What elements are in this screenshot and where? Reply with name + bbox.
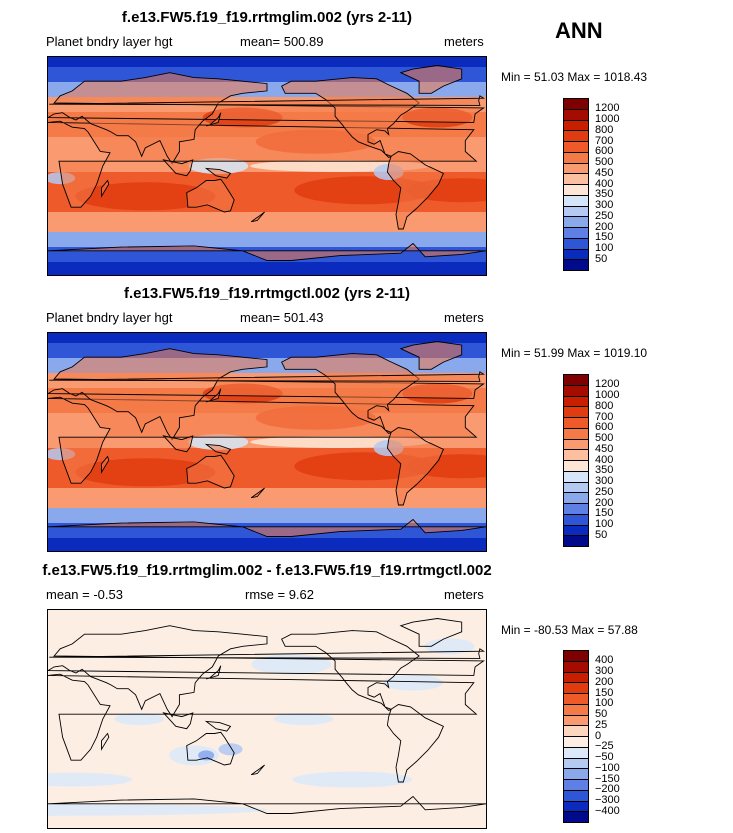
panel-2-map	[47, 332, 487, 552]
colorbar-tick-label: 350	[595, 188, 614, 201]
panel-1-mean-label: mean= 500.89	[240, 34, 324, 49]
panel-3-title: f.e13.FW5.f19_f19.rrtmglim.002 - f.e13.F…	[42, 562, 492, 579]
colorbar-tick-label: 450	[595, 442, 614, 455]
colorbar-tick-label: 800	[595, 399, 614, 412]
panel-2-units-label: meters	[444, 310, 484, 325]
colorbar-tick-label: 1200	[595, 102, 620, 115]
colorbar-tick-label: 400	[595, 177, 614, 190]
colorbar-tick-label: 600	[595, 421, 614, 434]
colorbar-tick-label: 300	[595, 199, 614, 211]
colorbar-tick-label: 150	[595, 686, 614, 699]
colorbar-tick-label: 50	[595, 708, 608, 720]
panel-1-map	[47, 56, 487, 276]
colorbar-tick-label: −25	[595, 740, 614, 753]
colorbar-tick-label: 800	[595, 123, 614, 136]
colorbar-tick-label: 200	[595, 496, 614, 509]
season-label: ANN	[555, 18, 603, 43]
panel-3-rmse-label: rmse = 9.62	[245, 587, 315, 602]
colorbar-tick-label: 250	[595, 485, 614, 498]
colorbar-tick-label: 100	[595, 518, 614, 530]
colorbar-tick-label: 0	[595, 729, 602, 742]
colorbar-swatch	[563, 535, 589, 547]
colorbar-tick-label: 1000	[595, 113, 620, 125]
colorbar-tick-label: 200	[595, 220, 614, 233]
colorbar-tick-label: −300	[595, 794, 620, 806]
panel-2-minmax: Min = 51.99 Max = 1019.10	[501, 346, 648, 360]
colorbar-tick-label: −400	[595, 804, 620, 817]
panel-1-title: f.e13.FW5.f19_f19.rrtmglim.002 (yrs 2-11…	[121, 9, 413, 26]
panel-1-minmax: Min = 51.03 Max = 1018.43	[501, 70, 648, 84]
panel-1-colorbar: 1200 1000 800 700 600 500 450 400 350 300 250 200 15…	[563, 98, 683, 271]
colorbar-tick-label: 200	[595, 675, 614, 688]
colorbar-tick-label: 250	[595, 209, 614, 222]
panel-1-units-label: meters	[444, 34, 484, 49]
colorbar-tick-label: 600	[595, 145, 614, 158]
colorbar-tick-label: −50	[595, 751, 614, 763]
colorbar-tick-label: −100	[595, 761, 620, 774]
colorbar-tick-label: 350	[595, 464, 614, 477]
panel-3-mean-label: mean = -0.53	[46, 587, 123, 602]
colorbar-tick-label: 300	[595, 475, 614, 487]
colorbar-tick-label: 300	[595, 665, 614, 677]
colorbar-tick-label: −150	[595, 772, 620, 785]
colorbar-tick-label: 400	[595, 654, 614, 667]
panel-2-variable-label: Planet bndry layer hgt	[46, 310, 173, 325]
panel-2-colorbar: 1200 1000 800 700 600 500 450 400 350 300 250 200 15…	[563, 374, 683, 547]
colorbar-swatch	[563, 259, 589, 271]
panel-3-minmax: Min = -80.53 Max = 57.88	[501, 623, 638, 637]
panel-3-units-label: meters	[444, 587, 484, 602]
colorbar-swatch	[563, 811, 589, 823]
colorbar-tick-label: 150	[595, 507, 614, 520]
colorbar-tick-label: 100	[595, 697, 614, 710]
panel-3-colorbar: 400 300 200 150 100 50 25 0 −25 −50 −100 −150 −200 −3…	[563, 650, 683, 823]
colorbar-tick-label: 1000	[595, 389, 620, 401]
panel-2-title: f.e13.FW5.f19_f19.rrtmgctl.002 (yrs 2-11…	[124, 285, 410, 302]
colorbar-tick-label: −200	[595, 783, 620, 796]
colorbar-tick-label: 700	[595, 410, 614, 423]
colorbar-tick-label: 500	[595, 156, 614, 168]
colorbar-tick-label: 25	[595, 718, 608, 731]
colorbar-tick-label: 50	[595, 528, 608, 541]
colorbar-tick-label: 700	[595, 134, 614, 147]
colorbar-tick-label: 500	[595, 432, 614, 444]
panel-2-mean-label: mean= 501.43	[240, 310, 324, 325]
panel-1-variable-label: Planet bndry layer hgt	[46, 34, 173, 49]
colorbar-tick-label: 150	[595, 231, 614, 244]
colorbar-tick-label: 1200	[595, 378, 620, 391]
map-field-svg	[48, 57, 486, 275]
panel-3-map	[47, 609, 487, 829]
colorbar-tick-label: 100	[595, 242, 614, 254]
colorbar-tick-label: 450	[595, 166, 614, 179]
map-field-svg	[48, 610, 486, 828]
map-field-svg	[48, 333, 486, 551]
colorbar-tick-label: 50	[595, 252, 608, 265]
colorbar-tick-label: 400	[595, 453, 614, 466]
